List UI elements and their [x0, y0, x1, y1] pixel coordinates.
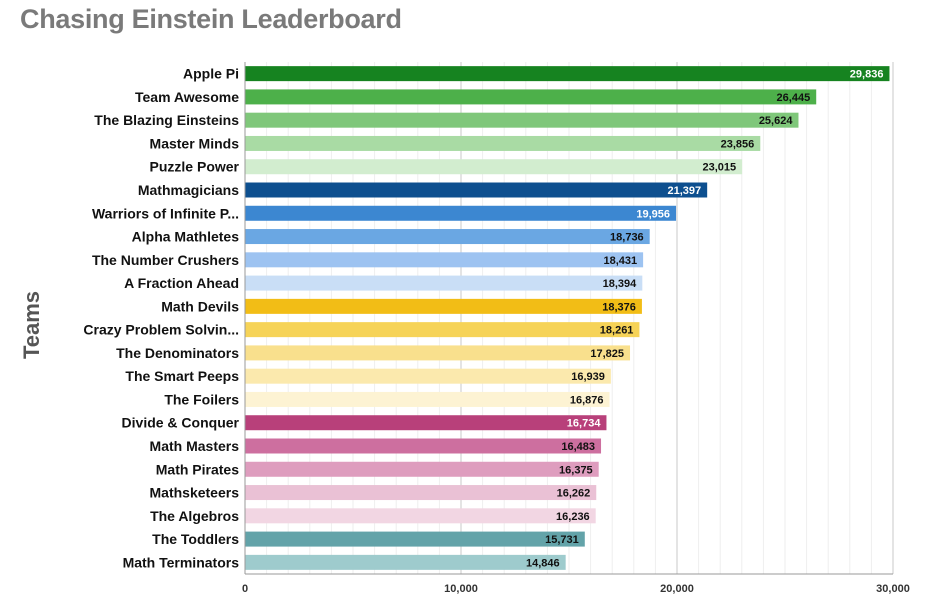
- value-label: 21,397: [668, 185, 702, 197]
- bar[interactable]: [245, 89, 817, 105]
- category-label: The Denominators: [116, 345, 239, 361]
- bar[interactable]: [245, 322, 640, 338]
- category-label: Math Terminators: [123, 554, 240, 570]
- value-label: 16,236: [556, 511, 590, 523]
- bar[interactable]: [245, 112, 799, 128]
- category-label: Math Devils: [161, 298, 239, 314]
- value-label: 19,956: [636, 208, 670, 220]
- value-label: 16,876: [570, 394, 604, 406]
- value-label: 25,624: [759, 115, 794, 127]
- category-label: A Fraction Ahead: [124, 275, 239, 291]
- category-label: Mathsketeers: [150, 485, 240, 501]
- x-tick-label: 20,000: [660, 583, 694, 595]
- category-label: Divide & Conquer: [122, 415, 240, 431]
- x-tick-label: 10,000: [444, 583, 478, 595]
- bar[interactable]: [245, 345, 631, 361]
- category-label: The Number Crushers: [92, 252, 239, 268]
- bar[interactable]: [245, 391, 610, 407]
- category-label: Team Awesome: [135, 89, 239, 105]
- chart-title: Chasing Einstein Leaderboard: [20, 4, 402, 34]
- value-label: 14,846: [526, 557, 560, 569]
- x-tick-label: 0: [242, 583, 248, 595]
- bar[interactable]: [245, 252, 644, 268]
- value-label: 18,431: [603, 255, 637, 267]
- bar[interactable]: [245, 485, 597, 501]
- category-label: Math Masters: [150, 438, 240, 454]
- x-tick-label: 30,000: [876, 583, 910, 595]
- category-label: The Foilers: [164, 391, 239, 407]
- value-label: 26,445: [777, 92, 811, 104]
- category-label: Crazy Problem Solvin...: [83, 322, 239, 338]
- category-label: The Smart Peeps: [125, 368, 239, 384]
- bar[interactable]: [245, 66, 890, 82]
- bar[interactable]: [245, 182, 708, 198]
- bar[interactable]: [245, 368, 611, 384]
- value-label: 18,376: [602, 301, 636, 313]
- category-label: Alpha Mathletes: [132, 229, 240, 245]
- value-label: 15,731: [545, 534, 579, 546]
- value-label: 18,736: [610, 232, 644, 244]
- category-label: Mathmagicians: [138, 182, 239, 198]
- category-label: The Blazing Einsteins: [94, 112, 239, 128]
- category-label: Warriors of Infinite P...: [92, 205, 239, 221]
- category-label: Puzzle Power: [150, 159, 240, 175]
- value-label: 18,394: [603, 278, 638, 290]
- bar[interactable]: [245, 275, 643, 291]
- value-label: 18,261: [600, 325, 634, 337]
- category-label: Math Pirates: [156, 461, 239, 477]
- value-label: 16,939: [571, 371, 605, 383]
- value-label: 16,483: [561, 441, 595, 453]
- value-label: 16,262: [557, 488, 591, 500]
- value-label: 23,015: [702, 162, 736, 174]
- bar[interactable]: [245, 205, 677, 221]
- bar[interactable]: [245, 461, 599, 477]
- bar[interactable]: [245, 229, 650, 245]
- bar[interactable]: [245, 531, 585, 547]
- bar[interactable]: [245, 508, 596, 524]
- value-label: 16,375: [559, 464, 593, 476]
- category-label: Apple Pi: [183, 66, 239, 82]
- value-label: 23,856: [721, 138, 755, 150]
- category-label: The Algebros: [150, 508, 239, 524]
- bar[interactable]: [245, 298, 642, 314]
- bar[interactable]: [245, 415, 607, 431]
- value-label: 17,825: [590, 348, 624, 360]
- bar[interactable]: [245, 159, 743, 175]
- bar[interactable]: [245, 554, 566, 570]
- value-label: 29,836: [850, 69, 884, 81]
- value-label: 16,734: [567, 418, 602, 430]
- category-label: The Toddlers: [152, 531, 239, 547]
- bar[interactable]: [245, 438, 602, 454]
- bar[interactable]: [245, 135, 761, 151]
- category-label: Master Minds: [150, 135, 240, 151]
